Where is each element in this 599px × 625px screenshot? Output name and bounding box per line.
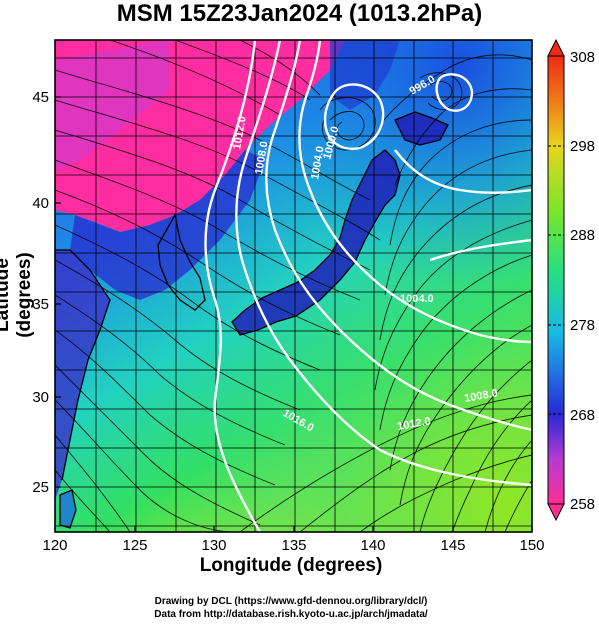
x-tick-label: 135 bbox=[281, 537, 306, 554]
map-title: MSM 15Z23Jan2024 (1013.2hPa) bbox=[116, 0, 483, 27]
y-tick-label: 45 bbox=[32, 89, 49, 106]
y-tick-label: 30 bbox=[32, 389, 49, 406]
x-tick-label: 140 bbox=[360, 537, 385, 554]
colorbar-tick-label: 308 bbox=[570, 49, 595, 66]
colorbar: 258 268 278 288 298 308 bbox=[547, 38, 595, 522]
isobar-label: 1008.0 bbox=[463, 387, 498, 405]
isobar-label: 1008.0 bbox=[253, 140, 271, 175]
isobar-label: 1004.0 bbox=[400, 293, 434, 305]
isobar-label: 1012.0 bbox=[396, 415, 431, 433]
colorbar-tick-label: 288 bbox=[570, 227, 595, 244]
x-tick-label: 130 bbox=[201, 537, 226, 554]
y-tick-label: 35 bbox=[32, 296, 49, 313]
isobar-label: 1012.0 bbox=[231, 115, 249, 150]
x-axis-label: Longitude (degrees) bbox=[199, 555, 383, 576]
y-tick-label: 25 bbox=[32, 479, 49, 496]
colorbar-tick-label: 268 bbox=[570, 407, 595, 424]
temperature-field: 1012.0 1008.0 1004.0 1000.0 1004.0 996.0… bbox=[55, 40, 532, 532]
drawing-credit: Drawing by DCL (https://www.gfd-dennou.o… bbox=[154, 596, 428, 607]
colorbar-tick-label: 278 bbox=[570, 317, 595, 334]
colorbar-tick-label: 298 bbox=[570, 138, 595, 155]
x-tick-label: 125 bbox=[122, 537, 147, 554]
coastlines bbox=[55, 111, 449, 529]
y-tick-label: 40 bbox=[32, 195, 49, 212]
x-tick-label: 145 bbox=[440, 537, 465, 554]
isobar-label: 1004.0 bbox=[309, 145, 327, 180]
y-axis-label: Latitude (degrees) bbox=[0, 252, 35, 338]
isobars bbox=[204, 40, 532, 532]
x-tick-label: 120 bbox=[42, 537, 67, 554]
data-credit: Data from http://database.rish.kyoto-u.a… bbox=[154, 609, 428, 620]
colorbar-tick-label: 258 bbox=[570, 496, 595, 513]
x-tick-label: 150 bbox=[519, 537, 544, 554]
